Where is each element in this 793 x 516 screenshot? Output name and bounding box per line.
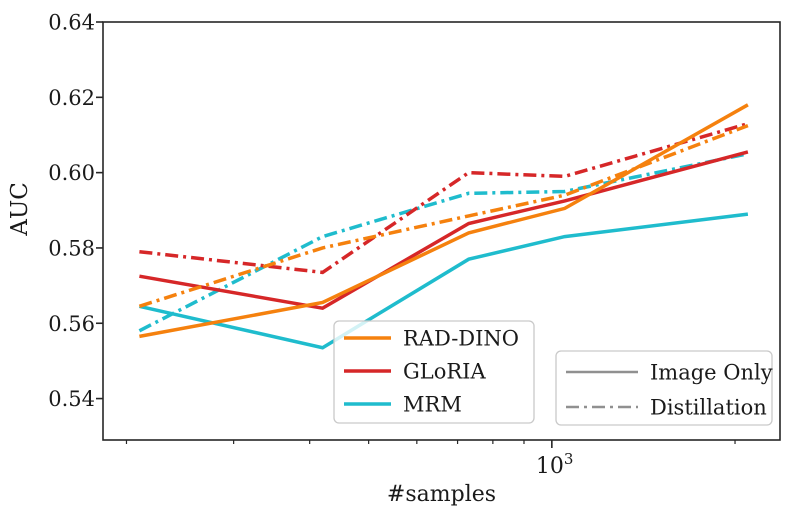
legend-models-box [333, 320, 535, 424]
series-line-gloria-image-only [139, 150, 749, 311]
y-axis-label: AUC [7, 182, 33, 237]
y-tick-label: 0.54 [48, 387, 95, 411]
x-axis-label: #samples [387, 482, 496, 507]
y-tick-label: 0.58 [48, 237, 95, 261]
series-line-rad-dino-distillation [138, 123, 749, 308]
series-line-gloria-distillation [139, 122, 749, 275]
series-line-mrm-distillation [138, 152, 749, 333]
legend-label-gloria: GLoRIA [403, 360, 486, 384]
y-tick-label: 0.60 [48, 161, 95, 185]
y-tick-label: 0.64 [48, 11, 95, 35]
legend-label-mrm: MRM [403, 393, 462, 417]
legend-label-image-only: Image Only [650, 361, 773, 385]
y-tick-label: 0.62 [48, 86, 95, 110]
legend-label-distillation: Distillation [650, 396, 767, 420]
axes-frame [102, 21, 781, 441]
legend-label-rad-dino: RAD-DINO [403, 327, 519, 351]
y-tick-label: 0.56 [48, 312, 95, 336]
series-line-mrm-image-only [139, 212, 749, 350]
